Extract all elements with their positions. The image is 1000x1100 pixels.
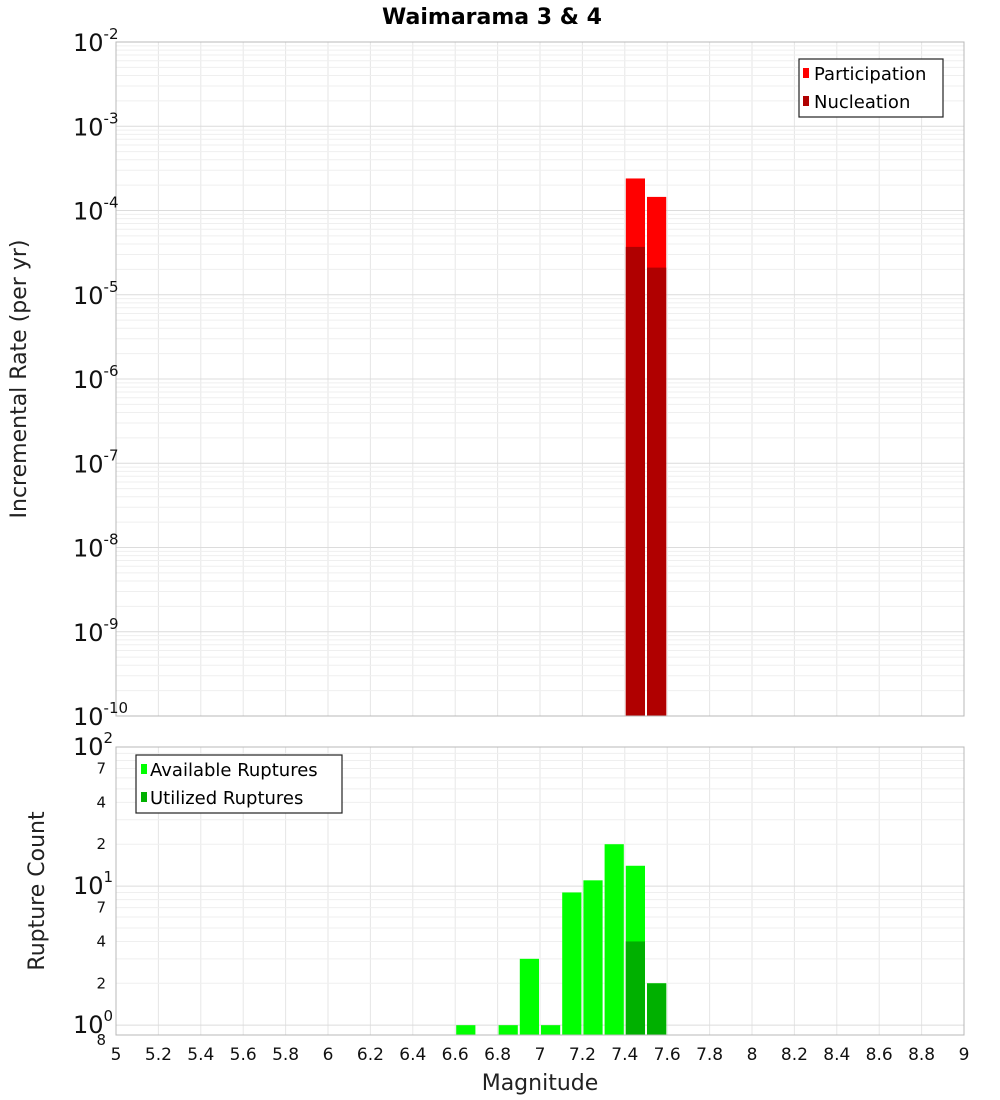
available-ruptures-bar xyxy=(604,844,624,1035)
bottom-x-ticks: 5 5.2 5.4 5.6 5.8 6 6.2 6.4 6.6 6.8 7 7.2 7.4 7.6 7.8 8… xyxy=(111,1045,970,1065)
x-tick-label: 5.2 xyxy=(145,1045,172,1065)
bottom-y-minor-tick: 2 xyxy=(96,974,106,992)
top-legend: Participation Nucleation xyxy=(798,58,944,118)
top-y-tick-label: 10-10 xyxy=(73,699,128,731)
x-tick-label: 7.2 xyxy=(569,1045,596,1065)
top-y-ticks: 10-10 10-9 10-8 10-7 10-6 10-5 10-4 10-3 10-2 xyxy=(73,25,128,731)
bottom-y-minor-tick: 8 xyxy=(96,1031,106,1049)
available-ruptures-bar xyxy=(583,880,603,1035)
utilized-swatch xyxy=(141,792,147,802)
legend-nucleation: Nucleation xyxy=(814,92,910,113)
nucleation-swatch xyxy=(803,96,809,106)
participation-swatch xyxy=(803,68,809,78)
top-y-tick-label: 10-3 xyxy=(73,109,119,141)
bottom-y-tick-label: 101 xyxy=(73,868,113,900)
x-tick-label: 8 xyxy=(747,1045,758,1065)
bottom-legend: Available Ruptures Utilized Ruptures xyxy=(135,754,343,814)
available-ruptures-bar xyxy=(519,958,539,1035)
x-tick-label: 6.6 xyxy=(442,1045,469,1065)
available-ruptures-bar xyxy=(498,1025,518,1035)
top-y-tick-label: 10-5 xyxy=(73,278,119,310)
top-y-tick-label: 10-7 xyxy=(73,446,119,478)
x-tick-label: 8.6 xyxy=(866,1045,893,1065)
x-tick-label: 5.4 xyxy=(187,1045,214,1065)
legend-available-ruptures: Available Ruptures xyxy=(150,760,318,781)
available-ruptures-bar xyxy=(562,892,582,1035)
bottom-legend-box xyxy=(135,754,343,814)
top-y-axis-title: Incremental Rate (per yr) xyxy=(7,240,32,519)
x-tick-label: 7 xyxy=(535,1045,546,1065)
top-y-tick-label: 10-4 xyxy=(73,194,119,226)
top-bars xyxy=(625,178,667,717)
x-tick-label: 6.4 xyxy=(399,1045,426,1065)
top-panel: 10-10 10-9 10-8 10-7 10-6 10-5 10-4 10-3 10-2 In… xyxy=(7,25,965,731)
x-tick-label: 9 xyxy=(959,1045,970,1065)
bottom-y-minor-tick: 2 xyxy=(96,835,106,853)
x-tick-label: 6.2 xyxy=(357,1045,384,1065)
bottom-plot-border xyxy=(115,746,965,1036)
bottom-y-tick-label: 102 xyxy=(73,729,113,761)
x-tick-label: 8.4 xyxy=(823,1045,850,1065)
bottom-y-minor-tick: 4 xyxy=(96,793,106,811)
nucleation-bar xyxy=(647,267,667,716)
bottom-y-minor-tick: 4 xyxy=(96,932,106,950)
available-swatch xyxy=(141,764,147,774)
available-ruptures-bar xyxy=(456,1025,476,1035)
x-tick-label: 8.8 xyxy=(908,1045,935,1065)
available-ruptures-bar xyxy=(541,1025,561,1035)
top-plot-border xyxy=(115,41,965,717)
top-y-tick-label: 10-6 xyxy=(73,362,119,394)
x-tick-label: 7.8 xyxy=(696,1045,723,1065)
x-tick-label: 5 xyxy=(111,1045,122,1065)
x-tick-label: 5.6 xyxy=(230,1045,257,1065)
bottom-y-minor-tick: 7 xyxy=(96,760,106,778)
bottom-y-tick-label: 100 xyxy=(73,1007,113,1039)
x-tick-label: 5.8 xyxy=(272,1045,299,1065)
bottom-bars xyxy=(456,844,667,1035)
top-y-tick-label: 10-9 xyxy=(73,615,119,647)
top-legend-box xyxy=(798,58,944,118)
nucleation-bar xyxy=(625,246,645,716)
x-tick-label: 8.2 xyxy=(781,1045,808,1065)
legend-participation: Participation xyxy=(814,64,926,85)
x-axis-title: Magnitude xyxy=(482,1071,599,1096)
top-grid xyxy=(115,42,965,717)
legend-utilized-ruptures: Utilized Ruptures xyxy=(150,788,303,809)
bottom-y-minor-tick: 7 xyxy=(96,899,106,917)
top-y-tick-label: 10-2 xyxy=(73,25,119,57)
bottom-y-axis-title: Rupture Count xyxy=(25,811,50,971)
chart-title: Waimarama 3 & 4 xyxy=(382,5,602,30)
x-tick-label: 7.6 xyxy=(654,1045,681,1065)
top-y-tick-label: 10-8 xyxy=(73,531,119,563)
utilized-ruptures-bar xyxy=(647,983,667,1035)
x-tick-label: 6.8 xyxy=(484,1045,511,1065)
x-tick-label: 7.4 xyxy=(611,1045,638,1065)
x-tick-label: 6 xyxy=(323,1045,334,1065)
utilized-ruptures-bar xyxy=(625,941,645,1035)
